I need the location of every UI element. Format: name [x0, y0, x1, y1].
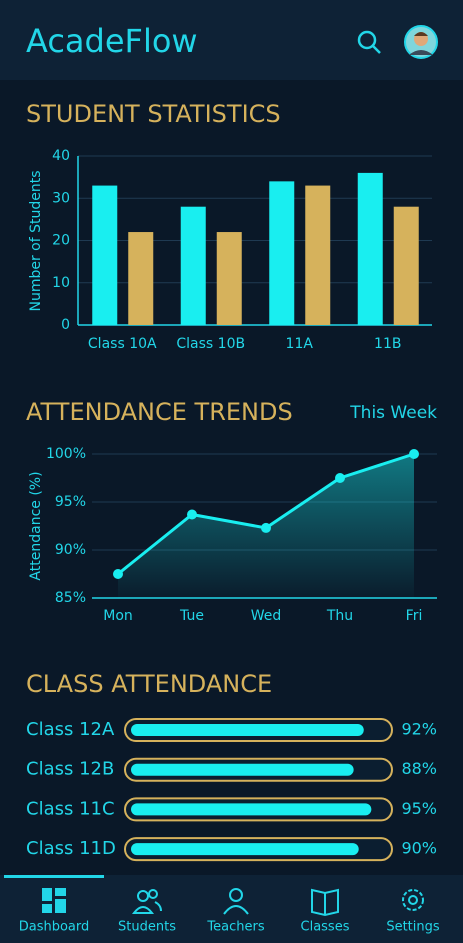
- point: [187, 509, 197, 520]
- bar: [92, 185, 118, 325]
- x-tick-label: Wed: [251, 608, 282, 624]
- nav-label[interactable]: Teachers: [206, 920, 264, 935]
- bar: [357, 172, 383, 325]
- x-tick-label: Fri: [406, 608, 423, 624]
- section-title: STUDENT STATISTICS: [26, 100, 281, 128]
- students-icon[interactable]: [131, 889, 162, 914]
- avatar[interactable]: [404, 25, 438, 59]
- dashboard-icon[interactable]: [42, 888, 66, 913]
- y-axis-label: Number of Students: [28, 170, 44, 311]
- value-label: 95%: [401, 799, 437, 818]
- point: [113, 569, 123, 579]
- bar: [128, 232, 154, 325]
- y-tick-label: 20: [52, 233, 70, 249]
- y-tick-label: 10: [52, 275, 70, 291]
- line-area: [118, 454, 414, 598]
- search-icon[interactable]: [357, 30, 381, 54]
- value-label: 88%: [401, 759, 437, 778]
- x-tick-label: Class 10B: [176, 336, 245, 352]
- x-tick-label: 11A: [286, 336, 314, 352]
- teachers-icon[interactable]: [223, 888, 249, 915]
- y-tick-label: 85%: [55, 590, 86, 606]
- row-label: Class 11D: [26, 838, 116, 859]
- progress-bar: [131, 724, 364, 736]
- x-tick-label: Tue: [179, 608, 204, 624]
- y-tick-label: 90%: [55, 542, 86, 558]
- row-label: Class 11C: [26, 798, 115, 819]
- bar: [305, 185, 331, 325]
- point: [261, 522, 271, 533]
- y-tick-label: 0: [61, 317, 70, 333]
- nav-bar: [0, 875, 463, 943]
- x-tick-label: Thu: [326, 608, 353, 624]
- y-tick-label: 95%: [55, 494, 86, 510]
- bar: [393, 206, 419, 325]
- point: [335, 473, 345, 483]
- y-tick-label: 100%: [46, 446, 86, 462]
- progress-bar: [131, 803, 372, 816]
- x-tick-label: Class 10A: [88, 336, 157, 352]
- nav-label[interactable]: Classes: [301, 920, 350, 935]
- bar: [180, 206, 206, 325]
- nav-active-indicator: [4, 875, 104, 878]
- value-label: 90%: [401, 839, 437, 858]
- y-tick-label: 40: [52, 148, 70, 164]
- header-bar: [0, 0, 463, 80]
- x-tick-label: Mon: [103, 608, 133, 624]
- nav-label[interactable]: Settings: [386, 920, 440, 935]
- nav-label[interactable]: Students: [118, 920, 176, 935]
- bar: [269, 181, 295, 325]
- progress-bar: [131, 763, 354, 776]
- x-tick-label: 11B: [374, 336, 401, 352]
- value-label: 92%: [401, 720, 437, 739]
- row-label: Class 12B: [26, 759, 114, 780]
- nav-label[interactable]: Dashboard: [19, 920, 90, 935]
- app-title: AcadeFlow: [26, 22, 198, 60]
- section-title: ATTENDANCE TRENDS: [26, 398, 293, 426]
- progress-bar: [131, 843, 359, 856]
- section-title: CLASS ATTENDANCE: [26, 670, 272, 698]
- point: [409, 449, 419, 459]
- bar: [216, 232, 242, 325]
- row-label: Class 12A: [26, 719, 115, 740]
- y-tick-label: 30: [52, 190, 70, 206]
- period-label[interactable]: This Week: [349, 403, 437, 423]
- settings-icon[interactable]: [402, 889, 424, 911]
- classes-icon[interactable]: [311, 888, 339, 917]
- y-axis-label: Attendance (%): [28, 471, 44, 580]
